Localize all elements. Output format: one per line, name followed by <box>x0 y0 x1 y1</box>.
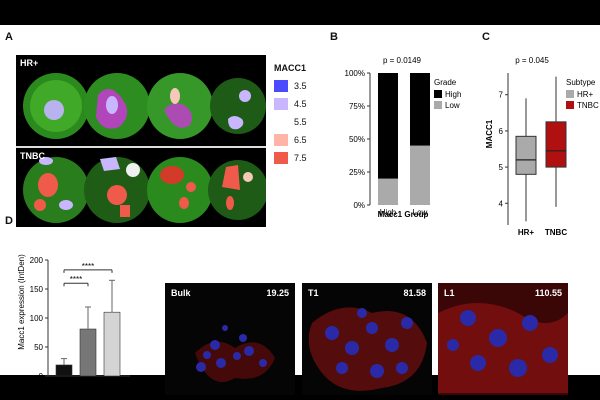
legend-swatch <box>566 90 574 98</box>
bar <box>103 311 121 377</box>
micrograph-l1: L1 110.55 <box>438 283 568 395</box>
legend-entries: 3.5 4.5 5.5 6.5 7.5 <box>274 77 324 167</box>
legend-swatch <box>274 116 288 128</box>
legend-swatch <box>434 101 442 109</box>
legend-title: Grade <box>434 78 457 87</box>
p-value-annotation: p = 0.0149 <box>383 56 422 65</box>
legend-label: 5.5 <box>294 117 307 127</box>
legend-label: 6.5 <box>294 135 307 145</box>
p-value-annotation: p = 0.045 <box>515 56 549 65</box>
y-tick-label: 5 <box>499 163 504 172</box>
legend-label: HR+ <box>577 90 594 99</box>
y-tick-label: 100% <box>345 69 365 78</box>
x-tick-label: HR+ <box>518 228 535 235</box>
row-label-tnbc: TNBC <box>20 151 45 161</box>
x-tick-label: Bulk <box>56 379 73 380</box>
tissue-cores <box>16 73 268 223</box>
stacked-bar-chart-grade: p = 0.0149 0% 25% 50% 75% 100% High Low Macc1… <box>345 56 462 219</box>
legend-label: Low <box>445 101 460 110</box>
micrograph-bulk: Bulk 19.25 <box>165 283 295 395</box>
y-tick-label: 0% <box>353 201 365 210</box>
bar <box>79 328 97 377</box>
y-axis-title: MACC1 <box>485 119 494 148</box>
legend-label: 3.5 <box>294 81 307 91</box>
panel-c-letter: C <box>482 31 490 43</box>
micrograph-value: 81.58 <box>403 288 426 298</box>
bar <box>55 364 73 377</box>
legend-label: 7.5 <box>294 153 307 163</box>
y-tick-label: 7 <box>499 91 504 100</box>
row-label-hr-positive: HR+ <box>20 58 39 68</box>
legend-swatch <box>274 152 288 164</box>
macc1-color-legend: MACC1 3.5 4.5 5.5 6.5 7.5 <box>274 63 324 167</box>
legend-entry: 5.5 <box>274 113 324 131</box>
y-tick-label: 100 <box>30 314 44 323</box>
cell-image-bulk <box>195 325 275 383</box>
legend-entry: 4.5 <box>274 95 324 113</box>
bar-segment <box>378 178 398 205</box>
legend-swatch <box>434 90 442 98</box>
micrograph-value: 110.55 <box>534 288 562 298</box>
significance-stars: **** <box>70 275 82 284</box>
y-tick-label: 6 <box>499 127 504 136</box>
cell-image-t1 <box>308 307 427 391</box>
legend-swatch <box>274 80 288 92</box>
micrograph-label: L1 <box>444 288 455 298</box>
y-tick-label: 0 <box>39 372 44 380</box>
figure-canvas: A <box>0 25 600 395</box>
x-tick-label: T1 <box>83 379 93 380</box>
panel-b-letter: B <box>330 31 338 43</box>
legend-label: TNBC <box>577 101 599 110</box>
legend-label: High <box>445 90 461 99</box>
panel-a-letter: A <box>5 31 13 43</box>
micrograph-t1: T1 81.58 <box>302 283 432 395</box>
y-tick-label: 25% <box>349 168 365 177</box>
y-tick-label: 75% <box>349 102 365 111</box>
box-body <box>515 135 537 175</box>
legend-entry: 6.5 <box>274 131 324 149</box>
x-tick-label: High <box>380 208 396 217</box>
x-tick-label: Low <box>413 208 428 217</box>
y-tick-label: 4 <box>499 199 504 208</box>
panel-d-letter: D <box>5 215 13 227</box>
box-body <box>545 121 567 168</box>
bar-chart-macc1-expression: Macc1 expression (IntDen) 0 50 100 150 200 *… <box>17 254 130 380</box>
bar-segment <box>410 73 430 146</box>
cell-image-l1 <box>438 283 568 395</box>
x-tick-label: L1 <box>108 379 117 380</box>
y-axis-title: Macc1 expression (IntDen) <box>17 254 26 350</box>
micrograph-label: Bulk <box>171 288 191 298</box>
bar-segment <box>378 73 398 179</box>
legend-swatch <box>566 101 574 109</box>
legend-label: 4.5 <box>294 99 307 109</box>
y-tick-label: 50 <box>34 343 43 352</box>
y-tick-label: 150 <box>30 285 44 294</box>
tissue-microarray-image: HR+ TNBC <box>16 55 268 227</box>
legend-title: MACC1 <box>274 63 307 73</box>
legend-title: Subtype <box>566 78 596 87</box>
legend-entry: 7.5 <box>274 149 324 167</box>
legend-entry: 3.5 <box>274 77 324 95</box>
box-plot-subtype: p = 0.045 MACC1 4 5 6 7 HR+ TNBC Subtype HR+… <box>485 56 599 235</box>
micrograph-label: T1 <box>308 288 319 298</box>
significance-stars: **** <box>82 262 94 271</box>
x-tick-label: TNBC <box>545 228 567 235</box>
bar-segment <box>410 145 430 205</box>
x-axis-title: Macc1 Group <box>378 210 429 219</box>
legend-swatch <box>274 134 288 146</box>
y-tick-label: 50% <box>349 135 365 144</box>
y-tick-label: 200 <box>30 256 44 265</box>
micrograph-value: 19.25 <box>266 288 289 298</box>
legend-swatch <box>274 98 288 110</box>
